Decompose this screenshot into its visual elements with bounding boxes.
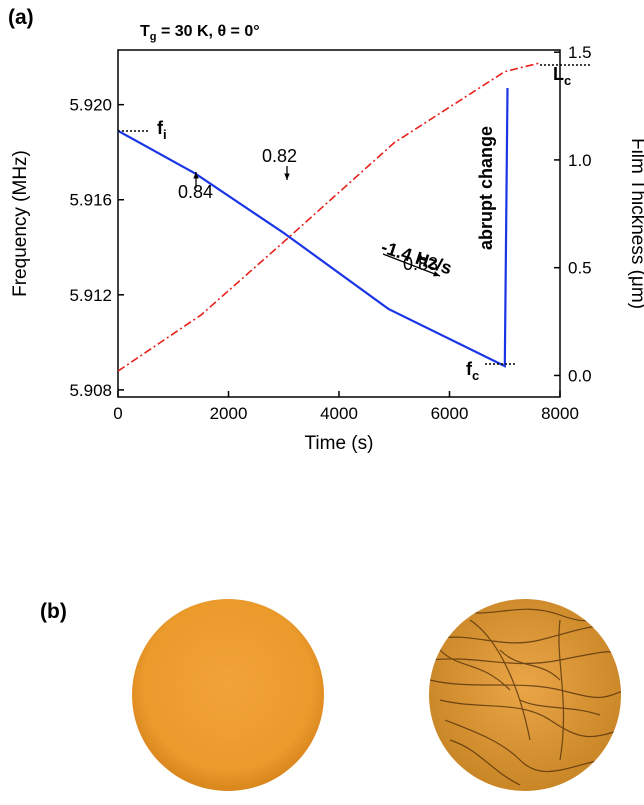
series-line bbox=[118, 88, 508, 366]
x-tick-label: 2000 bbox=[210, 404, 248, 423]
y2-tick-label: 0.5 bbox=[568, 259, 592, 278]
annotation: Lc bbox=[553, 64, 571, 88]
y2-axis-label: Film Thickness (μm) bbox=[627, 138, 644, 309]
annotation-text: 0.83 bbox=[403, 254, 438, 274]
annotation-text: abrupt change bbox=[476, 126, 496, 250]
y-tick-label: 5.908 bbox=[69, 381, 112, 400]
annotation: fi bbox=[157, 118, 167, 142]
arrow-head bbox=[284, 174, 289, 180]
y-tick-label: 5.916 bbox=[69, 191, 112, 210]
y2-tick-label: 1.5 bbox=[568, 43, 592, 62]
annotation: 0.82 bbox=[262, 146, 297, 166]
annotation-text: 0.82 bbox=[262, 146, 297, 166]
y2-tick-label: 1.0 bbox=[568, 151, 592, 170]
annotation-text: 0.84 bbox=[178, 182, 213, 202]
x-tick-label: 4000 bbox=[320, 404, 358, 423]
y-axis-label: Frequency (MHz) bbox=[10, 150, 31, 297]
micrograph-smooth bbox=[132, 599, 324, 791]
annotation: abrupt change bbox=[476, 126, 496, 250]
panel-label: (a) bbox=[8, 6, 34, 29]
annotation-text: L bbox=[553, 64, 564, 84]
annotation-sub: c bbox=[564, 73, 571, 88]
annotation-sub: i bbox=[163, 127, 167, 142]
title-sub: g bbox=[150, 31, 157, 43]
panel-label: (b) bbox=[40, 600, 67, 623]
x-tick-label: 8000 bbox=[541, 404, 579, 423]
x-axis-label: Time (s) bbox=[305, 433, 374, 454]
annotation-sub: c bbox=[472, 368, 479, 383]
y-tick-label: 5.920 bbox=[69, 96, 112, 115]
x-tick-label: 0 bbox=[113, 404, 122, 423]
title-text: T bbox=[140, 23, 150, 40]
annotation: fc bbox=[466, 359, 479, 383]
chart-title: Tg = 30 K, θ = 0° bbox=[140, 23, 260, 43]
figure: (a) (b) 0 2000 4000 6000 8000 5.908 5.912 5.916… bbox=[0, 0, 644, 805]
x-tick-label: 6000 bbox=[431, 404, 469, 423]
annotation: 0.84 bbox=[178, 182, 213, 202]
y-tick-label: 5.912 bbox=[69, 286, 112, 305]
annotation: 0.83 bbox=[403, 254, 438, 274]
title-rest: = 30 K, θ = 0° bbox=[157, 23, 260, 40]
y2-tick-label: 0.0 bbox=[568, 366, 592, 385]
